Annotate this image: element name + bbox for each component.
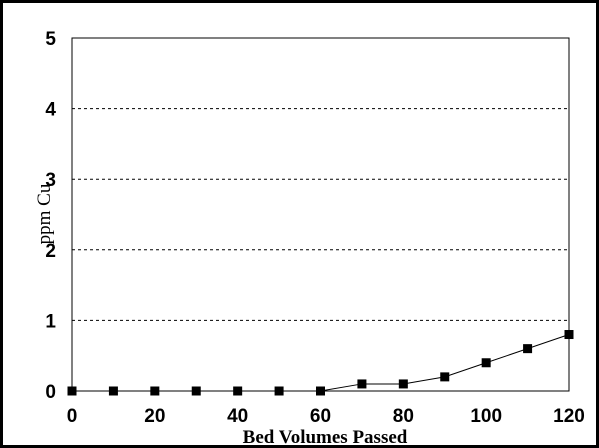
data-point [150,386,160,396]
x-axis-label: Bed Volumes Passed [243,427,408,448]
y-tick-label: 0 [45,382,56,403]
data-point [523,344,533,354]
series-group [67,330,574,396]
x-tick-label: 80 [393,406,414,427]
data-point [481,358,491,368]
y-tick-label: 1 [45,311,56,332]
y-tick-label: 2 [45,241,56,262]
data-point [191,386,201,396]
data-point [357,379,367,389]
y-tick-label: 3 [45,170,56,191]
x-tick-label: 40 [227,406,248,427]
data-point [274,386,284,396]
y-tick-label: 5 [45,29,56,50]
x-tick-label: 20 [144,406,165,427]
series-line [72,334,570,392]
data-point [398,379,408,389]
x-tick-label: 0 [67,406,78,427]
data-point [67,386,77,396]
gridlines [72,108,569,321]
x-tick-labels: 0 20 40 60 80 100 120 [67,406,585,427]
data-point [440,372,450,382]
y-tick-labels: 0 1 2 3 4 5 [45,29,56,403]
x-tick-label: 100 [470,406,502,427]
data-point [108,386,118,396]
data-point [233,386,243,396]
data-point [316,386,325,396]
x-tick-label: 120 [553,406,585,427]
data-point [564,330,574,340]
y-tick-label: 4 [45,100,56,121]
y-axis-label: ppm Cu [34,183,55,244]
x-tick-label: 60 [310,406,331,427]
plot-area [71,37,570,392]
